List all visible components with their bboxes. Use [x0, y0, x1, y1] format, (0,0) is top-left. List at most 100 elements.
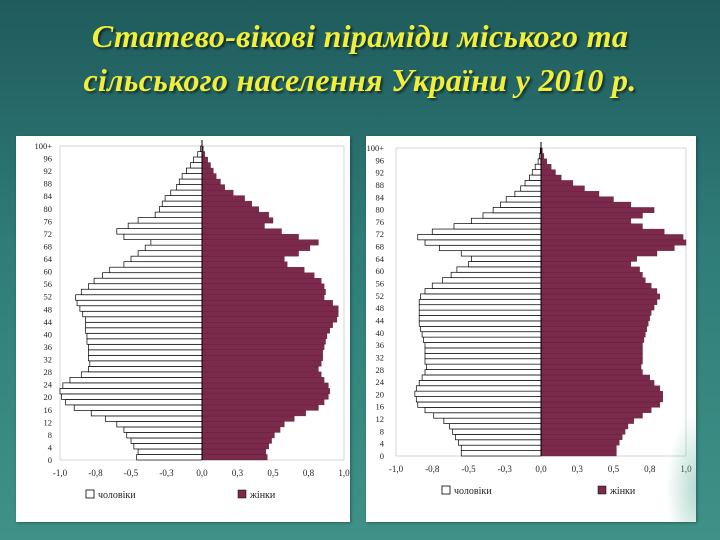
female-bar	[201, 283, 325, 290]
female-bar	[201, 322, 333, 328]
male-bar	[80, 371, 203, 378]
x-tick-label: -0,3	[498, 464, 513, 474]
x-tick-label: -0,5	[461, 464, 476, 474]
male-bar	[471, 255, 542, 262]
male-bar	[424, 288, 542, 295]
x-tick-label: 1,0	[338, 468, 350, 478]
male-bar	[460, 444, 542, 451]
male-bar	[424, 369, 542, 376]
female-bar	[540, 326, 648, 332]
decorative-swoosh	[666, 412, 696, 522]
female-bar	[201, 393, 329, 400]
y-tick-label: 68	[44, 241, 53, 251]
male-bar	[415, 385, 542, 392]
male-bar	[90, 410, 203, 417]
male-bar	[492, 207, 542, 214]
male-bar	[82, 310, 203, 318]
y-tick-label: 20	[44, 392, 53, 402]
female-bar	[540, 288, 658, 295]
y-tick-label: 84	[44, 191, 53, 201]
female-bar	[540, 282, 652, 289]
male-bar	[421, 374, 542, 381]
female-bar	[540, 309, 652, 316]
male-bar	[418, 315, 542, 322]
female-bar	[540, 169, 556, 176]
female-bar	[201, 377, 325, 384]
x-tick-label: 0,5	[267, 468, 279, 478]
male-bar	[443, 417, 542, 424]
male-bar	[431, 282, 542, 289]
female-bar	[201, 178, 221, 185]
female-bar	[540, 331, 646, 338]
male-bar	[144, 244, 203, 252]
male-bar	[520, 185, 542, 192]
female-bar	[201, 355, 323, 362]
y-tick-label: 76	[44, 216, 53, 226]
male-bar	[457, 439, 542, 446]
male-bar	[85, 321, 203, 329]
female-bar	[540, 358, 643, 365]
female-bar	[540, 266, 640, 273]
male-bar	[421, 331, 542, 338]
female-bar	[540, 191, 600, 197]
urban-pyramid-panel: 0 4 8 12 16 20 24 28 32 36 40 44 48 52 56 60 64 68 72 76 80 8…	[16, 136, 350, 522]
y-tick-label: 52	[376, 291, 385, 301]
male-bar	[529, 174, 542, 181]
y-tick-label: 56	[376, 279, 385, 289]
y-tick-label: 12	[44, 417, 53, 427]
male-bar	[69, 377, 203, 384]
female-bar	[201, 454, 268, 461]
female-bar	[201, 426, 281, 433]
female-bar	[201, 250, 299, 257]
male-bar	[127, 222, 203, 229]
male-bar	[136, 454, 203, 461]
female-bar	[201, 415, 295, 422]
y-tick-label: 40	[44, 329, 53, 339]
male-bar	[415, 396, 542, 403]
male-bar	[88, 283, 203, 290]
y-tick-label: 24	[376, 377, 385, 387]
female-bar	[540, 218, 632, 224]
y-tick-label: 96	[376, 155, 385, 165]
male-bar	[424, 347, 542, 354]
female-bar	[540, 304, 655, 311]
female-bar	[201, 162, 211, 169]
male-bar	[102, 272, 203, 279]
male-bar	[79, 305, 203, 312]
male-bar	[123, 426, 203, 433]
female-bar	[201, 371, 322, 378]
male-bar	[130, 437, 203, 444]
male-bar	[531, 169, 542, 176]
female-bar	[201, 448, 267, 455]
male-bar	[59, 388, 203, 395]
y-tick-label: 36	[44, 342, 53, 352]
male-bar	[133, 443, 203, 450]
female-bar	[540, 277, 646, 284]
female-bar	[540, 239, 687, 246]
female-bar	[540, 250, 658, 257]
y-tick-label: 48	[44, 304, 53, 314]
male-bar	[424, 342, 542, 349]
male-bar	[123, 233, 203, 240]
male-bar	[439, 244, 542, 252]
male-bar	[417, 401, 542, 408]
female-bar	[540, 347, 643, 354]
rural-pyramid-chart: 0481216202428323640444852566064687276808…	[366, 142, 692, 497]
male-bar	[418, 380, 542, 387]
title-line-2: сільського населення України у 2010 р.	[83, 62, 637, 98]
male-bar	[471, 217, 542, 224]
x-tick-label: 0,5	[608, 464, 620, 474]
y-tick-label: 4	[48, 442, 53, 452]
male-bar	[426, 363, 542, 370]
y-tick-label: 16	[376, 402, 385, 412]
legend-label-female: жінки	[609, 486, 636, 497]
y-tick-label: 32	[376, 352, 385, 362]
male-bar	[514, 190, 542, 197]
male-bar	[62, 382, 203, 389]
male-bar	[534, 163, 542, 170]
female-bar	[540, 255, 637, 262]
female-bar	[201, 437, 272, 444]
female-bar	[201, 233, 299, 240]
female-bar	[540, 353, 643, 359]
x-tick-label: -0,8	[425, 464, 440, 474]
